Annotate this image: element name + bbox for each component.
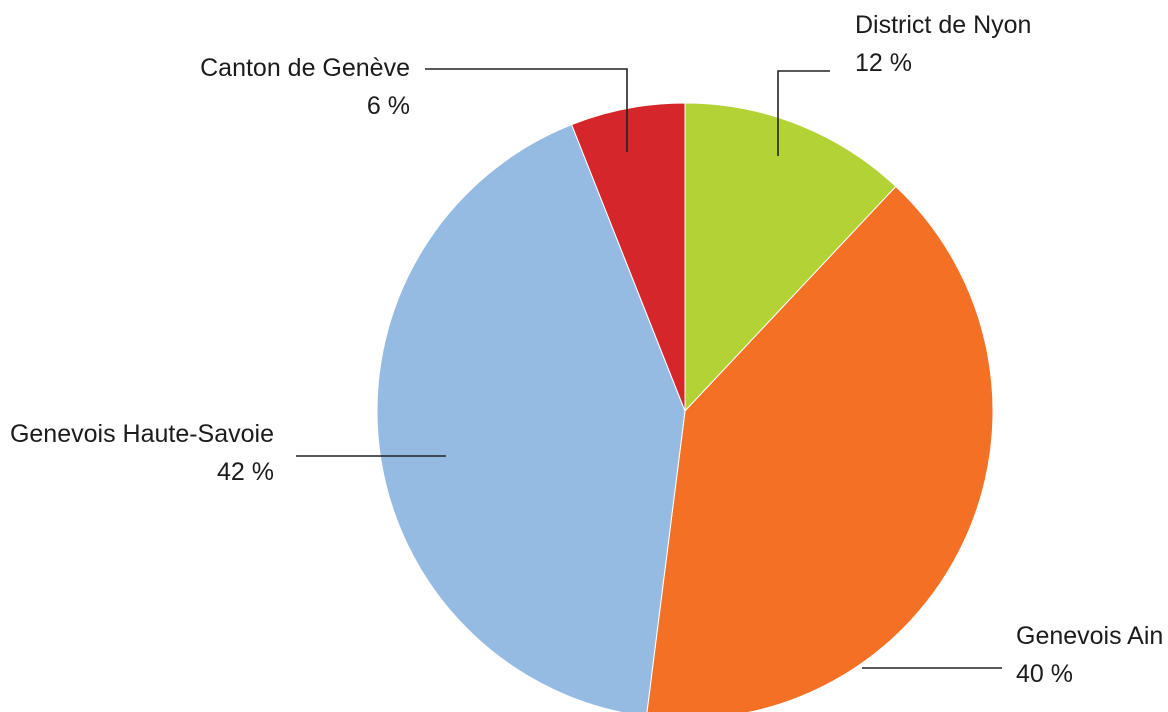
slice-value-genevois-haute-savoie: 42 % <box>217 458 274 486</box>
label-group-district-de-nyon: District de Nyon 12 % <box>777 11 1031 156</box>
label-group-canton-de-geneve: Canton de Genève 6 % <box>200 54 628 152</box>
pie-slices <box>376 102 994 712</box>
slice-label-genevois-ain: Genevois Ain <box>1016 622 1163 650</box>
slice-value-genevois-ain: 40 % <box>1016 660 1073 688</box>
leader-line-district-de-nyon <box>777 70 830 156</box>
leader-line-canton-de-geneve <box>425 68 628 152</box>
label-group-genevois-ain: Genevois Ain 40 % <box>862 622 1163 688</box>
pie-slice-genevois-ain <box>646 185 994 712</box>
pie-slice-genevois-haute-savoie <box>376 124 686 712</box>
label-group-genevois-haute-savoie: Genevois Haute-Savoie 42 % <box>10 420 446 486</box>
pie-slice-district-de-nyon <box>684 102 897 412</box>
slice-label-canton-de-geneve: Canton de Genève <box>200 54 410 82</box>
slice-value-district-de-nyon: 12 % <box>855 49 912 77</box>
slice-label-genevois-haute-savoie: Genevois Haute-Savoie <box>10 420 274 448</box>
slice-label-district-de-nyon: District de Nyon <box>855 11 1031 39</box>
slice-value-canton-de-geneve: 6 % <box>367 92 410 120</box>
